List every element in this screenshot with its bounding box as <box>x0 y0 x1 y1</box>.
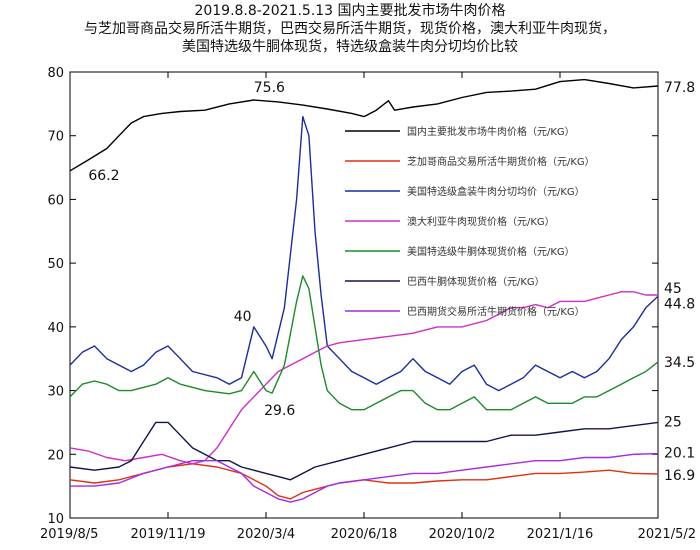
series-line-2 <box>69 115 659 392</box>
x-tick-label: 2019/8/5 <box>40 527 98 542</box>
series-line-4 <box>69 275 659 411</box>
legend-label-2: 美国特选级盒装牛肉分切均价（元/KG） <box>407 185 585 198</box>
plot-frame <box>69 71 659 519</box>
data-label: 40 <box>234 309 252 325</box>
legend-label-6: 巴西期货交易所活牛期货价格（元/KG） <box>407 305 585 318</box>
chart-title-line-3: 美国特选级牛胴体现货，特选级盒装牛肉分切均价比较 <box>182 39 518 55</box>
legend-label-1: 芝加哥商品交易所活牛期货价格（元/KG） <box>407 155 595 168</box>
legend-label-4: 美国特选级牛胴体现货价格（元/KG） <box>407 245 575 258</box>
data-label: 20.1 <box>664 446 695 462</box>
y-tick-label: 10 <box>47 512 64 527</box>
x-tick-label: 2020/10/2 <box>429 527 496 542</box>
x-tick-label: 2020/6/18 <box>331 527 398 542</box>
y-tick-label: 40 <box>47 321 64 336</box>
data-label: 34.5 <box>664 355 695 371</box>
data-label: 45 <box>664 281 682 297</box>
x-tick-label: 2021/1/16 <box>527 527 594 542</box>
y-tick-label: 20 <box>47 448 64 463</box>
legend-label-3: 澳大利亚牛肉现货价格（元/KG） <box>407 215 555 228</box>
chart-title-line-1: 2019.8.8-2021.5.13 国内主要批发市场牛肉价格 <box>194 3 506 19</box>
series-line-0 <box>69 78 659 172</box>
data-label: 29.6 <box>264 403 295 419</box>
data-label: 25 <box>664 414 682 430</box>
chart-title-line-2: 与芝加哥商品交易所活牛期货，巴西交易所活牛期货，现货价格，澳大利亚牛肉现货， <box>84 21 616 37</box>
legend-label-0: 国内主要批发市场牛肉价格（元/KG） <box>407 125 575 138</box>
x-tick-label: 2020/3/4 <box>237 527 295 542</box>
series-line-6 <box>70 452 659 503</box>
data-label: 77.8 <box>664 80 695 96</box>
y-tick-label: 70 <box>47 130 64 145</box>
x-tick-label: 2019/11/19 <box>131 527 206 542</box>
y-tick-label: 80 <box>47 66 64 81</box>
legend-label-5: 巴西牛胴体现货价格（元/KG） <box>407 275 545 288</box>
y-tick-label: 50 <box>47 257 64 272</box>
data-label: 16.9 <box>664 468 695 484</box>
data-label: 66.2 <box>88 168 119 184</box>
data-label: 44.8 <box>664 296 695 312</box>
series-line-5 <box>69 421 659 481</box>
data-label: 75.6 <box>254 80 285 96</box>
y-tick-label: 60 <box>47 193 64 208</box>
x-tick-label: 2021/5/2 <box>638 527 696 542</box>
y-tick-label: 30 <box>47 385 64 400</box>
